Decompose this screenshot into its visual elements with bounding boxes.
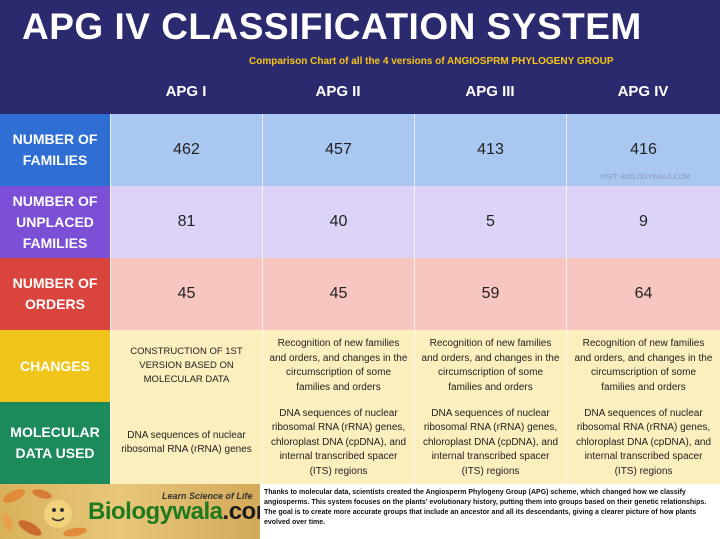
table-cell: CONSTRUCTION OF 1ST VERSION BASED ON MOL… [110, 330, 262, 402]
table-cell: 81 [110, 186, 262, 258]
table-cell: 416 [566, 114, 720, 186]
row-label-changes: CHANGES [0, 330, 110, 402]
table-row-unplaced: NUMBER OF UNPLACED FAMILIES 81 40 5 9 [0, 186, 720, 258]
logo-wordmark: Biologywala.com [88, 498, 260, 526]
footer: Learn Science of Life Biologywala.com Th… [0, 484, 720, 539]
column-header-row: APG I APG II APG III APG IV [0, 70, 720, 114]
watermark-text: VISIT: BIOLOGYWALA.COM [600, 174, 690, 181]
table-cell: 5 [414, 186, 566, 258]
column-header-apg-2: APG II [315, 83, 361, 100]
table-cell: Recognition of new families and orders, … [414, 330, 566, 402]
table-cell: DNA sequences of nuclear ribosomal RNA (… [414, 402, 566, 484]
column-header-apg-3: APG III [465, 83, 515, 100]
row-label-unplaced: NUMBER OF UNPLACED FAMILIES [0, 186, 110, 258]
footer-description: Thanks to molecular data, scientists cre… [264, 489, 707, 527]
table-cell: 45 [262, 258, 414, 330]
column-header-apg-1: APG I [165, 83, 207, 100]
header-banner: APG IV CLASSIFICATION SYSTEM Comparison … [0, 0, 720, 70]
table-cell: 457 [262, 114, 414, 186]
table-cell: DNA sequences of nuclear ribosomal RNA (… [566, 402, 720, 484]
table-row-molecular: MOLECULAR DATA USED DNA sequences of nuc… [0, 402, 720, 484]
table-cell: 59 [414, 258, 566, 330]
table-row-changes: CHANGES CONSTRUCTION OF 1ST VERSION BASE… [0, 330, 720, 402]
page-subtitle: Comparison Chart of all the 4 versions o… [249, 56, 614, 67]
row-label-orders: NUMBER OF ORDERS [0, 258, 110, 330]
row-label-families: NUMBER OF FAMILIES [0, 114, 110, 186]
table-cell: DNA sequences of nuclear ribosomal RNA (… [262, 402, 414, 484]
table-row-families: NUMBER OF FAMILIES 462 457 413 416 [0, 114, 720, 186]
table-cell: 9 [566, 186, 720, 258]
table-cell: Recognition of new families and orders, … [566, 330, 720, 402]
table-row-orders: NUMBER OF ORDERS 45 45 59 64 [0, 258, 720, 330]
table-cell: 462 [110, 114, 262, 186]
table-cell: 64 [566, 258, 720, 330]
table-cell: 413 [414, 114, 566, 186]
leaf-decoration-icon [2, 489, 87, 537]
logo-name-domain: .com [222, 498, 260, 525]
biologywala-logo: Learn Science of Life Biologywala.com [0, 484, 260, 539]
page-title: APG IV CLASSIFICATION SYSTEM [22, 6, 642, 47]
table-cell: 40 [262, 186, 414, 258]
row-label-molecular: MOLECULAR DATA USED [0, 402, 110, 484]
table-cell: Recognition of new families and orders, … [262, 330, 414, 402]
column-header-apg-4: APG IV [617, 83, 669, 100]
table-cell: 45 [110, 258, 262, 330]
logo-tagline: Learn Science of Life [162, 491, 253, 501]
logo-name-main: Biologywala [88, 498, 223, 525]
table-cell: DNA sequences of nuclear ribosomal RNA (… [110, 402, 262, 484]
